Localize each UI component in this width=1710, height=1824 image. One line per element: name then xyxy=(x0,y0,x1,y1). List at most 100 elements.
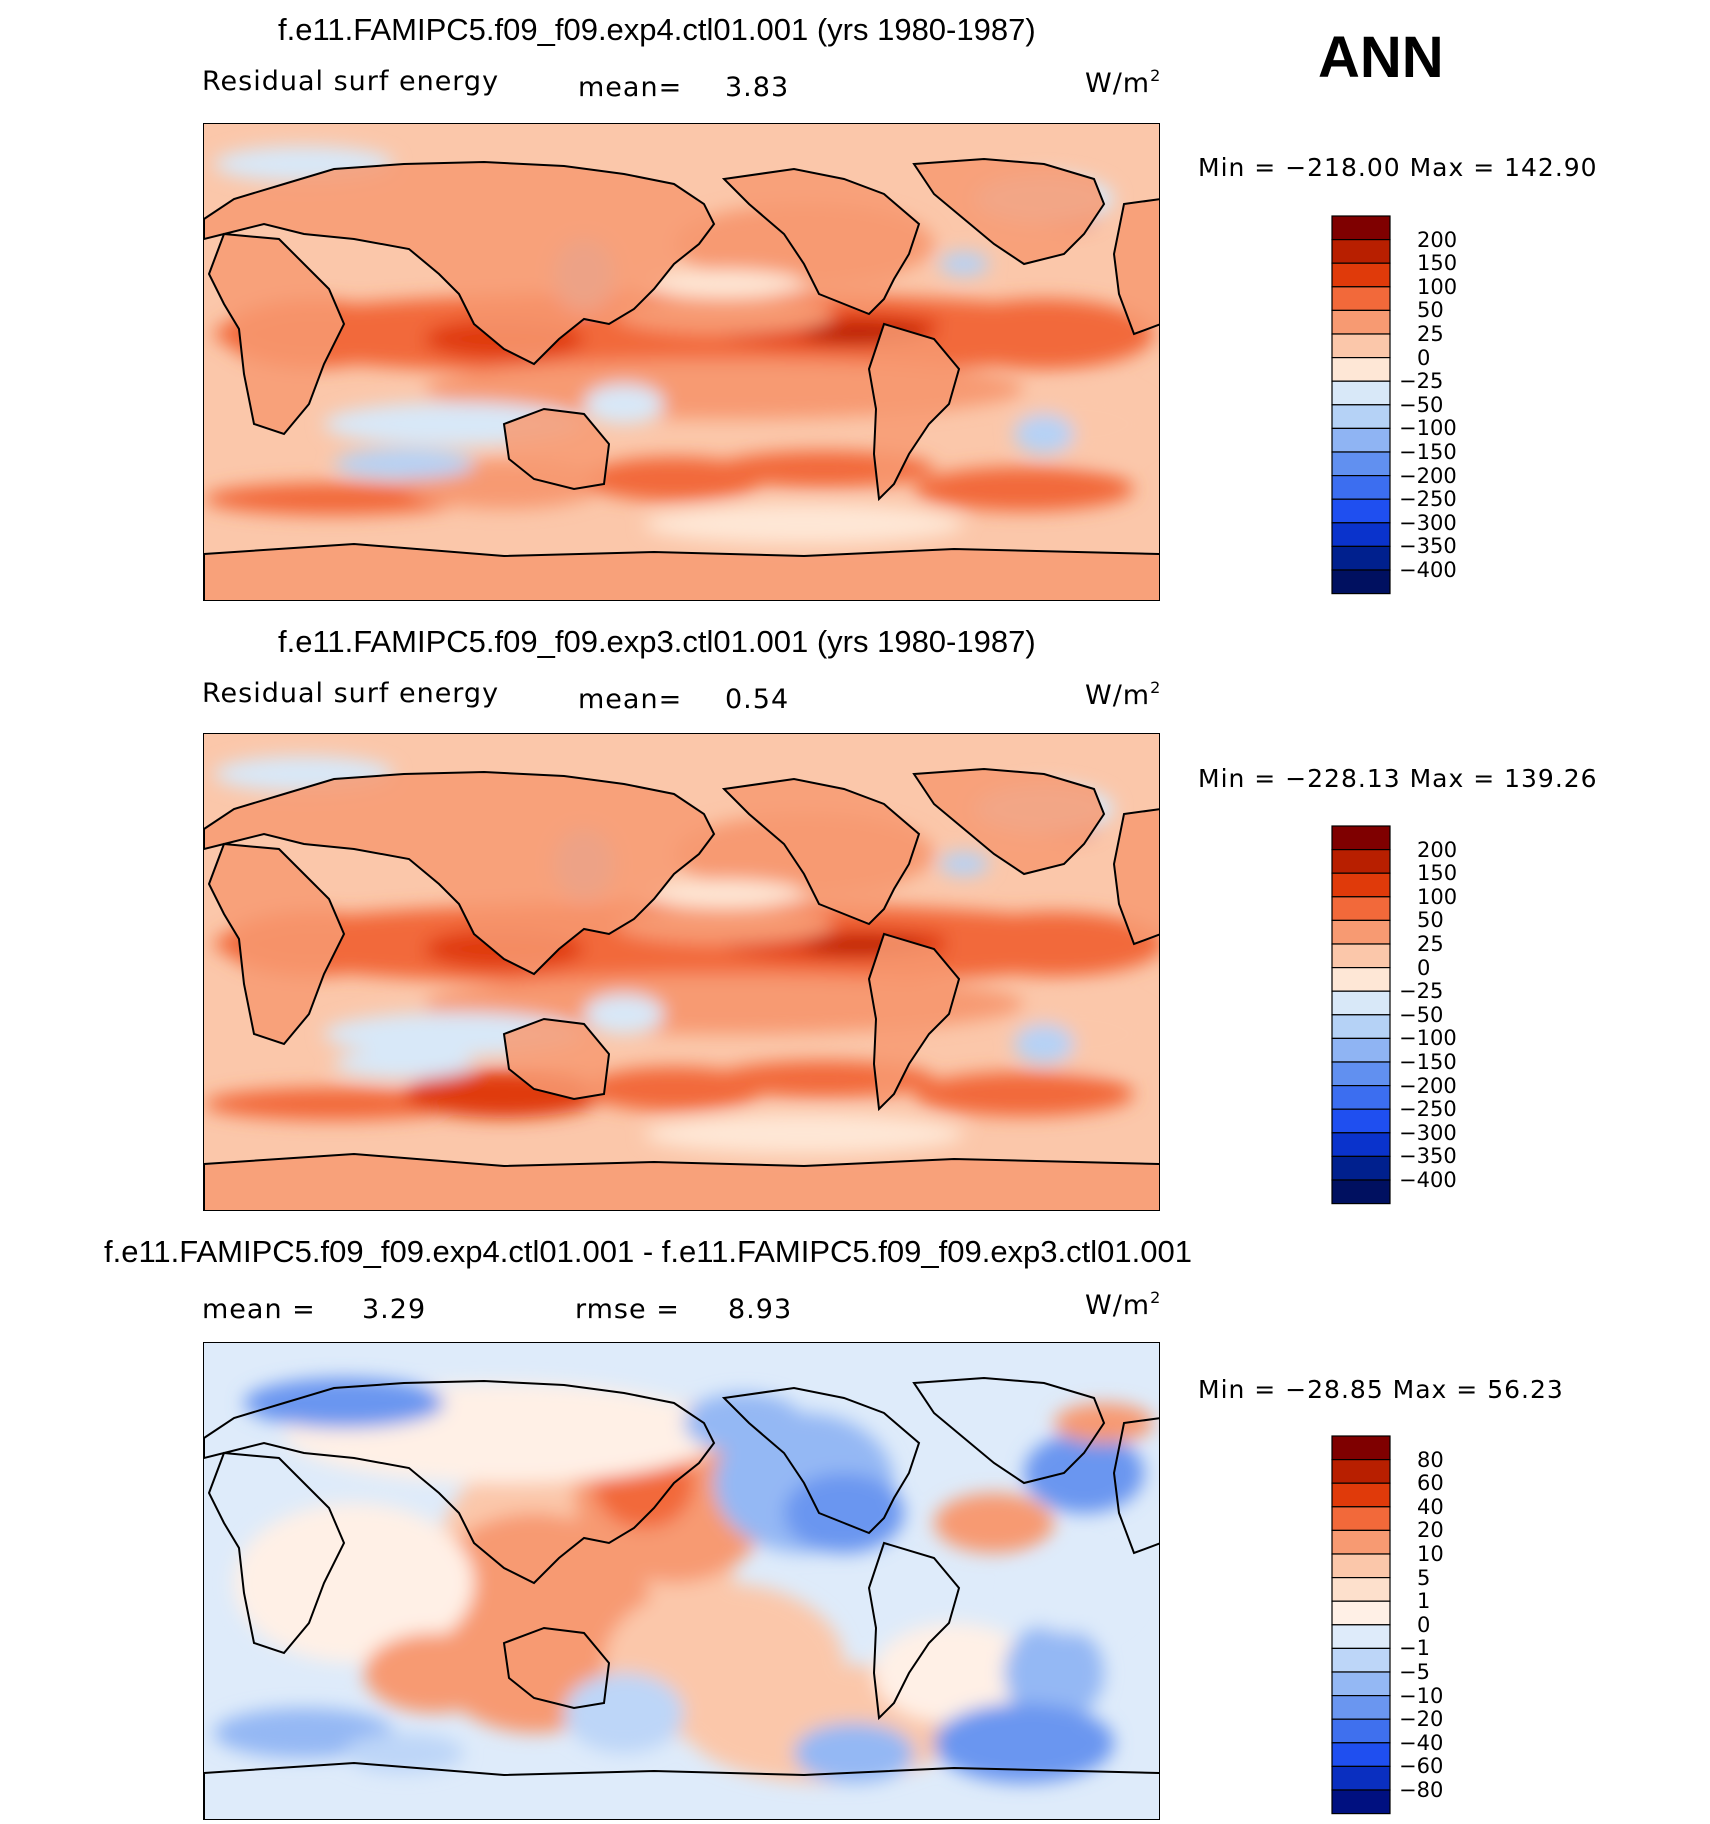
panel1-min-max: Min = −218.00 Max = 142.90 xyxy=(1198,153,1598,182)
colorbar-tick-label: 80 xyxy=(1417,1447,1444,1472)
panel2-land-region xyxy=(724,779,919,924)
colorbar-tick-label: −200 xyxy=(1399,1073,1457,1098)
panel3-colorbar-box xyxy=(1331,1553,1391,1579)
panel3-field-region xyxy=(364,1633,504,1713)
panel2-field-region xyxy=(1014,1024,1074,1064)
panel1-coastline xyxy=(204,160,716,366)
panel3-colorbar-box xyxy=(1331,1647,1391,1673)
panel1-map-svg xyxy=(204,124,1159,600)
panel1-units: W/m2 xyxy=(1085,66,1162,99)
panel3-coastline xyxy=(912,1376,1106,1485)
panel2-field-region xyxy=(944,912,1159,976)
colorbar-tick-label: −25 xyxy=(1399,979,1444,1004)
panel1-land-region xyxy=(1114,199,1159,334)
panel3-field-region xyxy=(684,1393,804,1453)
colorbar-tick-label: −300 xyxy=(1399,1120,1457,1145)
panel1-colorbar-box xyxy=(1331,286,1391,312)
colorbar-tick-label: 200 xyxy=(1417,837,1458,862)
panel2-field-region xyxy=(584,994,664,1034)
panel3-coastline xyxy=(1112,1417,1159,1555)
panel1-land-region xyxy=(869,324,959,499)
panel2-land-region xyxy=(204,772,714,974)
panel3-colorbar-box xyxy=(1331,1695,1391,1720)
colorbar-tick-label: −40 xyxy=(1399,1730,1444,1755)
panel2-colorbar-box xyxy=(1331,990,1391,1016)
panel3-colorbar-box xyxy=(1331,1482,1391,1508)
panel2-colorbar-svg xyxy=(1331,825,1391,1205)
colorbar-tick-label: −80 xyxy=(1399,1778,1444,1802)
colorbar-tick-label: 100 xyxy=(1417,884,1458,909)
panel1-mean-value: 3.83 xyxy=(725,72,790,103)
panel2-title: f.e11.FAMIPC5.f09_f09.exp3.ctl01.001 (yr… xyxy=(278,624,1036,659)
colorbar-tick-label: 40 xyxy=(1417,1494,1444,1519)
panel3-colorbar-box xyxy=(1331,1624,1391,1650)
panel3-title: f.e11.FAMIPC5.f09_f09.exp4.ctl01.001 - f… xyxy=(104,1234,1192,1269)
panel3-field-region xyxy=(1014,1553,1134,1633)
panel1-field-region xyxy=(644,504,964,544)
panel2-colorbar-box xyxy=(1331,825,1391,851)
panel3-colorbar-box xyxy=(1331,1789,1391,1815)
panel1-colorbar-box xyxy=(1331,545,1391,571)
season-label: ANN xyxy=(1318,25,1444,90)
panel1-field-region xyxy=(1014,414,1074,454)
panel2-min-max: Min = −228.13 Max = 139.26 xyxy=(1198,764,1598,793)
panel2-mean-label: mean= xyxy=(578,684,683,715)
colorbar-tick-label: −250 xyxy=(1399,487,1457,512)
panel1-colorbar-box xyxy=(1331,357,1391,382)
colorbar-tick-label: −300 xyxy=(1399,510,1457,535)
panel2-colorbar-box xyxy=(1331,1132,1391,1157)
panel2-field-region xyxy=(914,1072,1134,1116)
panel3-coastline xyxy=(502,1626,611,1710)
colorbar-tick-label: 5 xyxy=(1417,1565,1431,1590)
colorbar-tick-label: −50 xyxy=(1399,1002,1444,1027)
panel2-field-region xyxy=(204,1088,464,1120)
panel3-colorbar-box xyxy=(1331,1600,1391,1626)
panel1-field-region xyxy=(584,384,664,424)
panel1-colorbar-box xyxy=(1331,404,1391,430)
colorbar-tick-label: 25 xyxy=(1417,932,1444,956)
panel3-colorbar-box xyxy=(1331,1671,1391,1697)
panel1-colorbar-box xyxy=(1331,309,1391,335)
panel3-coastline xyxy=(207,1451,346,1655)
colorbar-tick-label: 50 xyxy=(1417,298,1444,323)
panel1-colorbar-box xyxy=(1331,215,1391,241)
colorbar-tick-label: −350 xyxy=(1399,1144,1457,1169)
panel1-colorbar-box xyxy=(1331,333,1391,359)
panel1-field-region xyxy=(204,483,464,515)
panel2-mean-value: 0.54 xyxy=(725,684,790,715)
panel1-colorbar-box xyxy=(1331,380,1391,406)
panel1-coastline xyxy=(204,542,1159,600)
panel2-colorbar-box xyxy=(1331,872,1391,898)
panel2-colorbar-box xyxy=(1331,919,1391,945)
panel3-field-region xyxy=(1004,1623,1104,1723)
panel1-land-region xyxy=(204,162,714,364)
panel3-colorbar-box xyxy=(1331,1718,1391,1744)
panel3-mean-value: 3.29 xyxy=(362,1294,427,1325)
colorbar-tick-label: −60 xyxy=(1399,1754,1444,1779)
panel1-coastline xyxy=(207,232,346,436)
panel2-units: W/m2 xyxy=(1085,678,1162,711)
panel3-rmse-value: 8.93 xyxy=(728,1294,793,1325)
panel3-field-region xyxy=(564,1673,684,1753)
panel1-mean-label: mean= xyxy=(578,72,683,103)
panel1-colorbar-box xyxy=(1331,569,1391,595)
panel2-coastline xyxy=(204,1152,1159,1210)
panel3-map xyxy=(203,1342,1160,1820)
colorbar-tick-label: 1 xyxy=(1417,1589,1431,1614)
panel3-field-region xyxy=(934,1493,1054,1553)
panel1-title: f.e11.FAMIPC5.f09_f09.exp4.ctl01.001 (yr… xyxy=(278,12,1036,47)
colorbar-tick-label: 10 xyxy=(1417,1542,1444,1566)
panel3-field-region xyxy=(934,1703,1114,1783)
panel1-colorbar-box xyxy=(1331,498,1391,524)
colorbar-tick-label: −400 xyxy=(1399,1168,1457,1192)
panel2-colorbar-box xyxy=(1331,1014,1391,1040)
panel1-map xyxy=(203,123,1160,601)
colorbar-tick-label: 200 xyxy=(1417,227,1458,252)
panel2-land-region xyxy=(869,934,959,1109)
panel1-coastline xyxy=(502,407,611,491)
panel3-colorbar-box xyxy=(1331,1459,1391,1484)
panel3-colorbar-box xyxy=(1331,1435,1391,1461)
panel3-map-svg xyxy=(204,1343,1159,1819)
panel1-coastline xyxy=(912,157,1106,266)
colorbar-tick-label: 0 xyxy=(1417,1612,1431,1637)
